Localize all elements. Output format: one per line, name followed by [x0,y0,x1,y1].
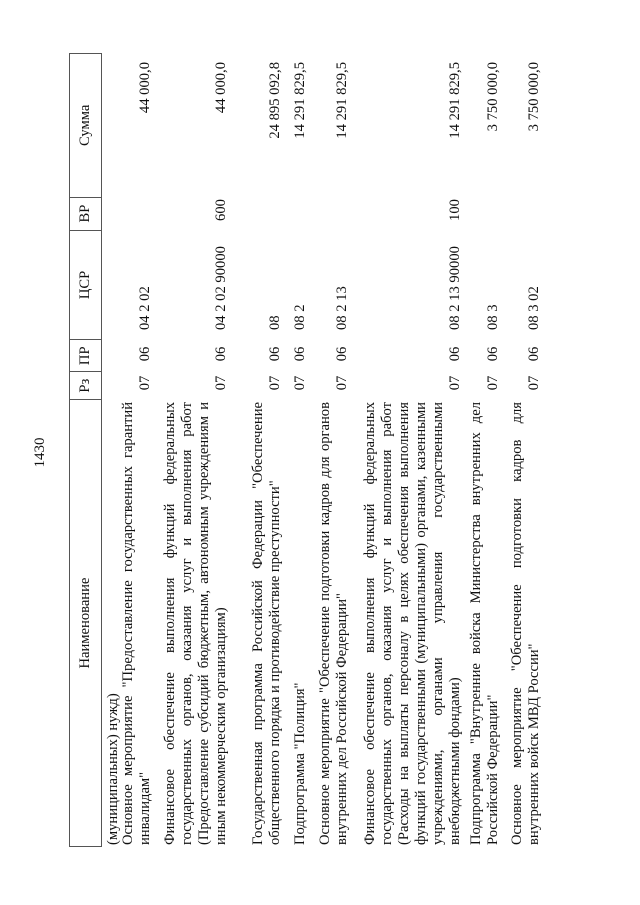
cell-rz: 07 [334,375,350,391]
header-rz: Рз [70,372,101,401]
cell-sum: 3 750 000,0 [526,62,542,132]
cell-pr: 06 [292,346,308,362]
cell-csr: 08 3 [485,304,501,330]
cell-pr: 06 [213,346,229,362]
cell-name: Основное мероприятие "Обеспечение подгот… [317,402,350,845]
cell-sum: 44 000,0 [137,62,153,114]
header-csr: ЦСР [70,230,101,341]
cell-sum: 24 895 092,8 [267,62,283,139]
cell-sum: 3 750 000,0 [485,62,501,132]
cell-csr: 08 3 02 [526,286,542,330]
cell-sum: 14 291 829,5 [447,62,463,139]
table-header: Наименование Рз ПР ЦСР ВР Сумма [69,53,102,847]
table-row: Подпрограмма "Полиция" 07 06 08 2 14 291 829… [292,62,309,845]
cell-name: Основное мероприятие "Предоставление гос… [120,402,153,845]
cell-csr: 04 2 02 90000 [213,246,229,330]
cell-csr: 08 2 13 [334,286,350,330]
cell-csr: 08 [267,315,283,330]
cell-rz: 07 [137,375,153,391]
header-vr: ВР [70,197,101,231]
cell-vr: 100 [447,199,463,221]
cell-pr: 06 [267,346,283,362]
cell-csr: 08 2 13 90000 [447,246,463,330]
table-row: Финансовое обеспечение выполнения функци… [162,62,230,845]
cell-pr: 06 [334,346,350,362]
cell-sum: 44 000,0 [213,62,229,114]
cell-csr: 08 2 [292,304,308,330]
cell-name: Подпрограмма "Внутренние войска Министер… [468,402,501,845]
cell-name: Финансовое обеспечение выполнения функци… [162,402,229,845]
cell-name: Основное мероприятие "Обеспечение подгот… [509,402,542,845]
cell-rz: 07 [267,375,283,391]
table-row: Государственная программа Российской Фед… [250,62,284,845]
cell-name: Финансовое обеспечение выполнения функци… [362,402,463,845]
cell-pr: 06 [447,346,463,362]
cell-vr: 600 [213,199,229,221]
table-row: Основное мероприятие "Обеспечение подгот… [317,62,351,845]
cell-rz: 07 [213,375,229,391]
cell-pr: 06 [526,346,542,362]
header-sum: Сумма [70,54,101,198]
cell-name: Подпрограмма "Полиция" [292,682,308,845]
cell-sum: 14 291 829,5 [292,62,308,139]
header-name: Наименование [77,577,93,669]
table-row: Финансовое обеспечение выполнения функци… [362,62,464,845]
page-number: 1430 [32,437,48,468]
cell-pr: 06 [137,346,153,362]
header-pr: ПР [70,340,101,373]
cell-name: Государственная программа Российской Фед… [250,402,283,845]
cell-rz: 07 [526,375,542,391]
cell-pr: 06 [485,346,501,362]
table-row: Основное мероприятие "Обеспечение подгот… [509,62,543,845]
table-row: Основное мероприятие "Предоставление гос… [120,62,154,845]
cell-rz: 07 [292,375,308,391]
cell-rz: 07 [485,375,501,391]
cell-csr: 04 2 02 [137,286,153,330]
cell-rz: 07 [447,375,463,391]
cell-sum: 14 291 829,5 [334,62,350,139]
table-row: Подпрограмма "Внутренние войска Министер… [468,62,502,845]
